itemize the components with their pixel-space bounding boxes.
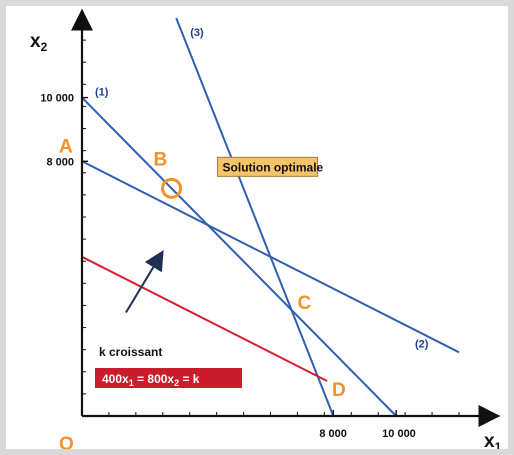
objective-equation-part: = k [179, 372, 200, 386]
constraint-line-3 [175, 17, 335, 417]
y-axis-title-main: x [30, 31, 41, 52]
point-label-b: B [154, 149, 168, 170]
x-axis-title-subscript: 1 [495, 440, 502, 449]
optimal-solution-marker [161, 177, 183, 199]
point-label-o: O [59, 434, 74, 449]
constraint-label-1: (1) [95, 87, 109, 99]
constraint-label-3: (3) [190, 27, 204, 39]
y-axis-title-subscript: 2 [41, 40, 48, 54]
objective-equation-subscript: 1 [129, 378, 134, 388]
constraint-line-1 [81, 96, 397, 417]
axis-layer [71, 8, 501, 427]
x-axis-title-main: x [484, 431, 495, 449]
y-tick-label: 8 000 [46, 156, 74, 168]
objective-equation-part: 400x [102, 372, 129, 386]
objective-equation-part: = 800x [134, 372, 175, 386]
k-increasing-label: k croissant [99, 345, 162, 359]
y-tick-label: 10 000 [40, 93, 74, 105]
x-tick-label: 10 000 [382, 428, 416, 440]
chart-panel: (1) (2) (3) 8 000 10 000 8 000 10 000 x2 x1 O A B C D… [6, 6, 508, 449]
line-layer [81, 17, 460, 417]
constraint-label-2: (2) [415, 338, 429, 350]
k-increasing-arrow [125, 250, 164, 314]
x-tick-label: 8 000 [319, 428, 347, 440]
objective-equation-label: 400x1 = 800x2 = k [102, 372, 200, 388]
objective-function-line [81, 255, 328, 382]
objective-equation-subscript: 2 [174, 378, 179, 388]
point-label-d: D [332, 380, 346, 401]
optimal-solution-label: Solution optimale [223, 160, 324, 174]
point-label-c: C [297, 293, 311, 314]
objective-equation-box [95, 368, 242, 388]
x-axis-title: x1 [484, 431, 502, 449]
optimal-solution-box [217, 156, 319, 177]
y-axis-title: x2 [30, 31, 48, 54]
point-label-a: A [59, 136, 73, 157]
annotation-layer [95, 156, 319, 388]
